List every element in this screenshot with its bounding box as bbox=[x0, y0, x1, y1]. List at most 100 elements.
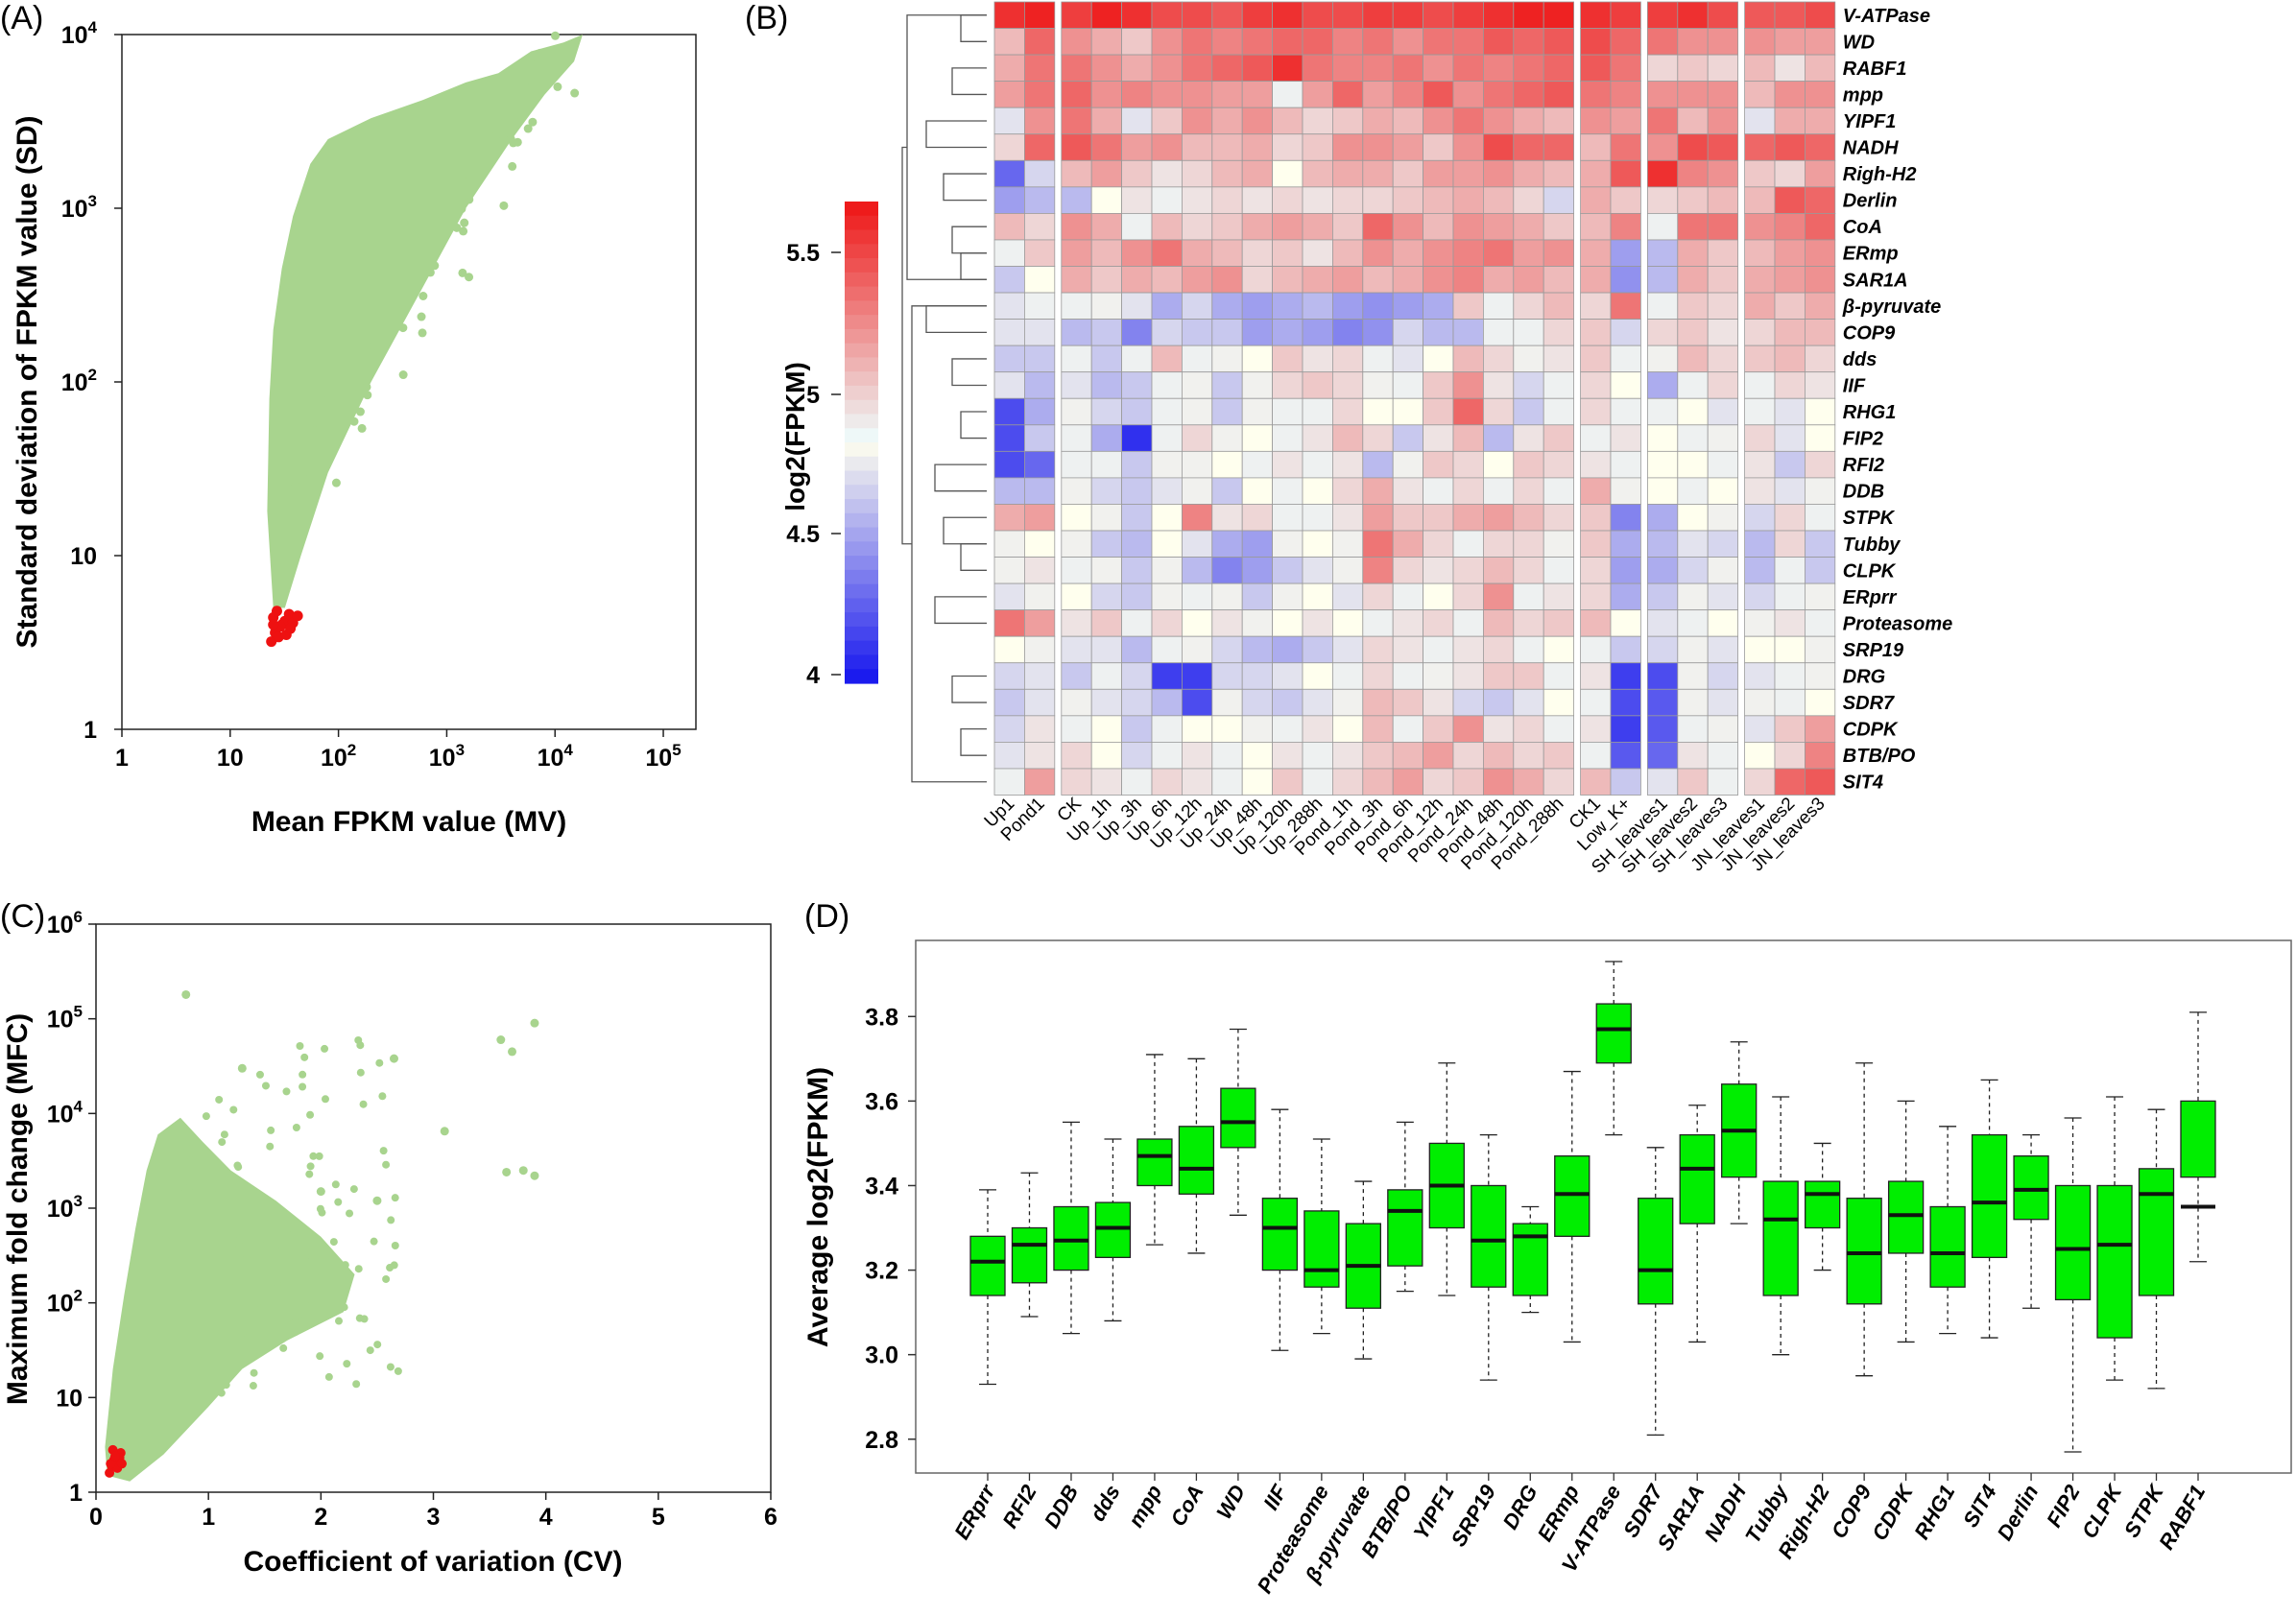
heatmap-cell bbox=[1332, 688, 1364, 717]
heatmap-cell bbox=[1332, 54, 1364, 83]
panel-c-gene-point bbox=[243, 1251, 251, 1260]
heatmap-cell bbox=[1423, 582, 1454, 611]
panel-c-gene-point bbox=[135, 1297, 144, 1306]
panel-a-gene-point bbox=[352, 378, 362, 388]
heatmap-cell bbox=[1061, 742, 1092, 770]
heatmap-gene-label: mpp bbox=[1843, 84, 1883, 106]
heatmap-cell bbox=[1483, 54, 1515, 83]
heatmap-cell bbox=[1774, 609, 1806, 637]
heatmap-cell bbox=[1452, 81, 1484, 108]
heatmap-cell bbox=[1090, 371, 1122, 399]
heatmap-cell bbox=[1677, 477, 1709, 505]
heatmap-cell bbox=[1452, 345, 1484, 373]
heatmap-cell bbox=[1024, 742, 1056, 770]
heatmap-cell bbox=[1483, 715, 1515, 743]
heatmap-cell bbox=[1151, 133, 1183, 161]
heatmap-cell bbox=[1707, 1, 1738, 29]
heatmap-cell bbox=[1151, 212, 1183, 241]
heatmap-gene-label: IIF bbox=[1843, 375, 1866, 396]
heatmap-cell bbox=[1090, 662, 1122, 690]
heatmap-cell bbox=[1090, 133, 1122, 161]
heatmap-cell bbox=[1024, 530, 1056, 558]
heatmap-cell bbox=[1513, 266, 1544, 294]
heatmap-cell bbox=[1090, 54, 1122, 83]
heatmap-cell bbox=[1241, 557, 1273, 584]
dendrogram-branch bbox=[951, 358, 987, 387]
heatmap-cell bbox=[1707, 424, 1738, 452]
heatmap-cell bbox=[1580, 319, 1612, 346]
heatmap-cell bbox=[1332, 768, 1364, 796]
heatmap-cell bbox=[1332, 557, 1364, 584]
panel-c-gene-point bbox=[262, 1236, 271, 1245]
heatmap-cell bbox=[1744, 81, 1776, 108]
panel-a-gene-point bbox=[528, 117, 538, 127]
heatmap-cell bbox=[1302, 715, 1333, 743]
panel-a-gene-point bbox=[394, 307, 403, 317]
heatmap-cell bbox=[1211, 292, 1243, 320]
heatmap-cell bbox=[1647, 159, 1679, 188]
heatmap-cell bbox=[1211, 504, 1243, 532]
heatmap-cell bbox=[1543, 742, 1574, 770]
heatmap-cell bbox=[1513, 133, 1544, 161]
panel-a-xtick-label: 102 bbox=[321, 741, 356, 772]
dendrogram-root bbox=[901, 146, 912, 545]
heatmap-cell bbox=[1302, 107, 1333, 135]
panel-c-xtick-label: 2 bbox=[314, 1504, 327, 1531]
heatmap-cell bbox=[1483, 371, 1515, 399]
heatmap-cell bbox=[1677, 186, 1709, 214]
heatmap-cell bbox=[1805, 266, 1836, 294]
panel-a-gene-point bbox=[357, 423, 367, 433]
heatmap-cell bbox=[1332, 212, 1364, 241]
heatmap-cell bbox=[1151, 345, 1183, 373]
heatmap-cell bbox=[1610, 742, 1641, 770]
panel-c-gene-point bbox=[176, 1147, 184, 1155]
heatmap-cell bbox=[1121, 582, 1153, 611]
dendrogram-branch bbox=[960, 14, 987, 42]
heatmap-cell bbox=[1452, 1, 1484, 29]
heatmap-cell bbox=[993, 397, 1025, 426]
heatmap-cell bbox=[1272, 397, 1303, 426]
box-iqr bbox=[1220, 1087, 1256, 1149]
heatmap-cell bbox=[1744, 1, 1776, 29]
panel-a-gene-point bbox=[349, 416, 359, 426]
heatmap-cell bbox=[1610, 635, 1641, 664]
heatmap-cell bbox=[1121, 54, 1153, 83]
heatmap-cell bbox=[1392, 107, 1423, 135]
panel-a-gene-point bbox=[355, 407, 365, 416]
heatmap-cell bbox=[1121, 477, 1153, 505]
panel-a-gene-point bbox=[499, 201, 509, 210]
heatmap-gene-label: dds bbox=[1843, 349, 1877, 370]
heatmap-cell bbox=[1543, 450, 1574, 479]
heatmap-cell bbox=[1302, 54, 1333, 83]
heatmap-cell bbox=[1302, 159, 1333, 188]
panel-c-gene-point bbox=[391, 1242, 399, 1250]
panel-c-gene-point bbox=[378, 1092, 387, 1101]
heatmap-cell bbox=[1241, 530, 1273, 558]
heatmap-cell bbox=[1302, 424, 1333, 452]
heatmap-cell bbox=[1744, 239, 1776, 267]
heatmap-cell bbox=[1024, 557, 1056, 584]
heatmap-cell bbox=[1392, 239, 1423, 267]
heatmap-cell bbox=[1647, 186, 1679, 214]
heatmap-cell bbox=[1090, 212, 1122, 241]
heatmap-cell bbox=[1061, 28, 1092, 56]
heatmap-cell bbox=[1543, 28, 1574, 56]
heatmap-cell bbox=[1580, 186, 1612, 214]
heatmap-cell bbox=[1580, 107, 1612, 135]
heatmap-cell bbox=[1647, 371, 1679, 399]
panel-c-gene-point bbox=[279, 1343, 288, 1352]
heatmap-cell bbox=[1272, 688, 1303, 717]
heatmap-cell bbox=[1707, 768, 1738, 796]
heatmap-cell bbox=[1090, 609, 1122, 637]
heatmap-cell bbox=[1272, 133, 1303, 161]
heatmap-cell bbox=[1610, 504, 1641, 532]
heatmap-cell bbox=[1805, 635, 1836, 664]
heatmap-cell bbox=[1024, 424, 1056, 452]
box-iqr bbox=[1094, 1201, 1132, 1259]
heatmap-cell bbox=[1483, 397, 1515, 426]
heatmap-cell bbox=[1423, 81, 1454, 108]
heatmap-cell bbox=[1182, 266, 1213, 294]
heatmap-cell bbox=[1302, 582, 1333, 611]
box-category-label: ERprr bbox=[949, 1480, 1000, 1544]
heatmap-cell bbox=[1121, 186, 1153, 214]
